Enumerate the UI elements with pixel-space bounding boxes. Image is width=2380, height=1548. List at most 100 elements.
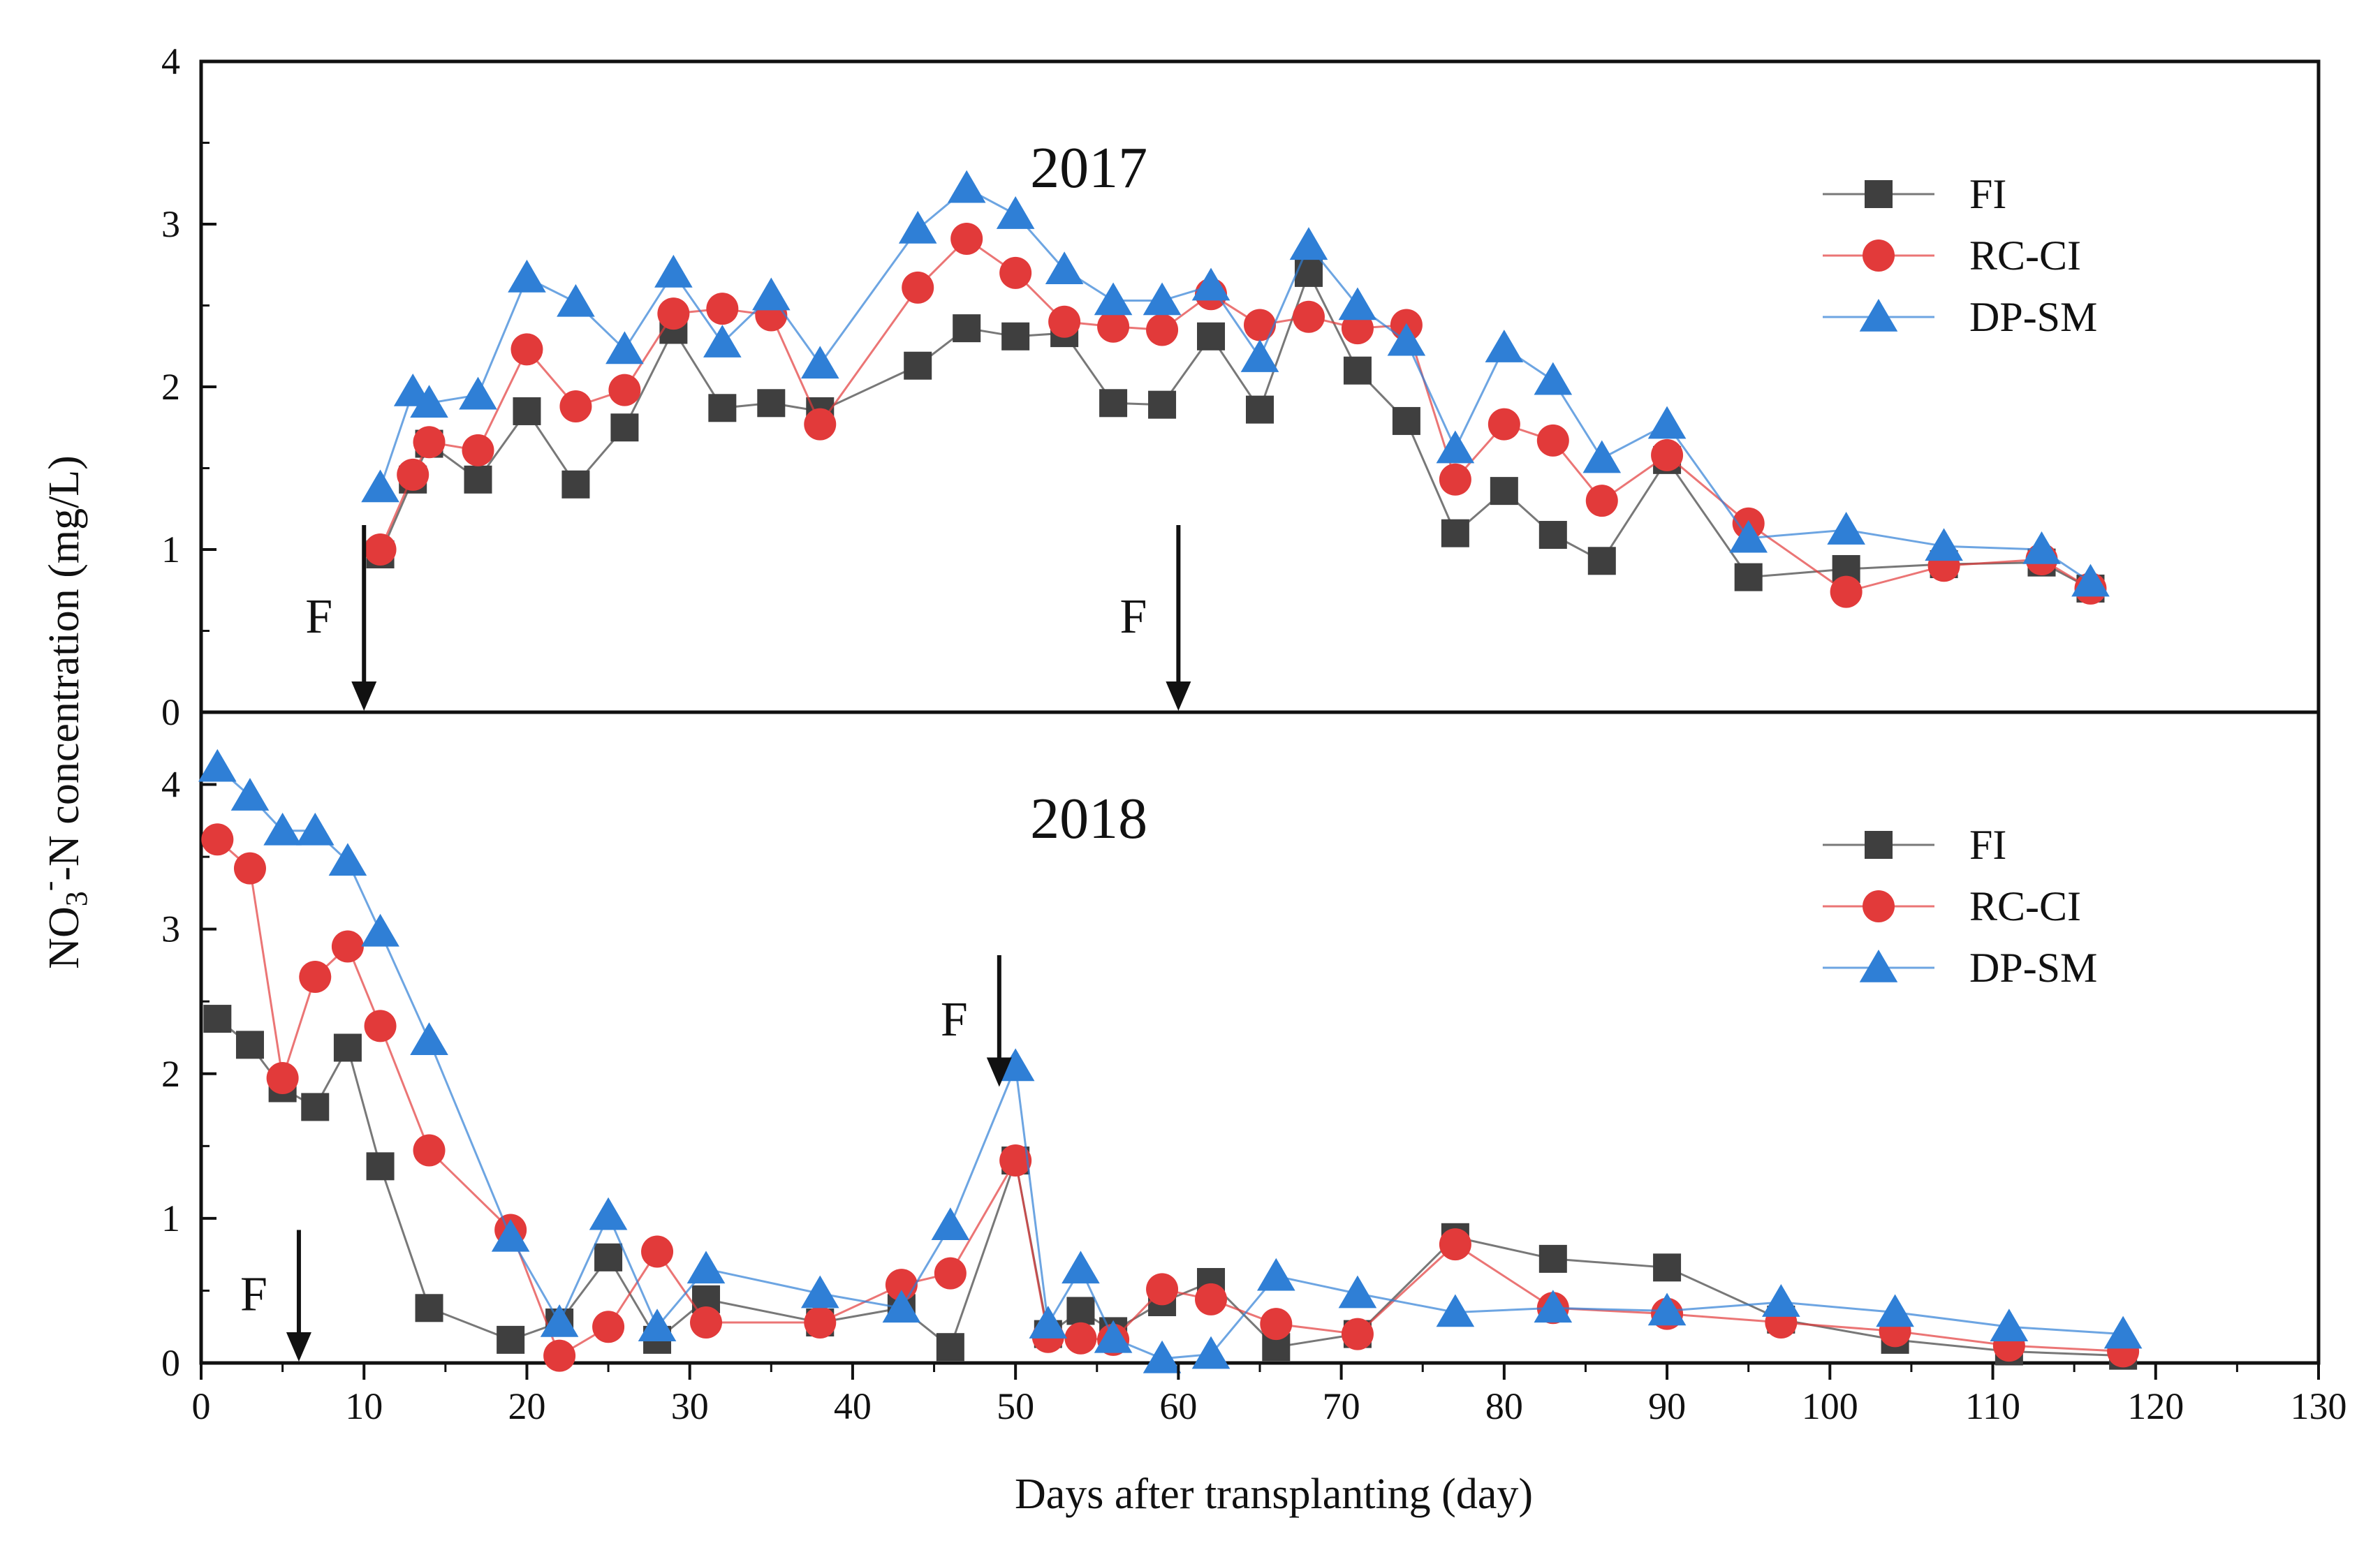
data-point-FI	[301, 1093, 330, 1121]
legend-marker-RC-CI	[1863, 239, 1895, 272]
data-point-DP-SM	[1582, 440, 1622, 473]
panel-title: 2018	[1030, 786, 1147, 851]
data-point-DP-SM	[1436, 1294, 1475, 1327]
data-point-RC-CI	[1048, 305, 1081, 338]
data-point-DP-SM	[1534, 362, 1573, 395]
data-point-DP-SM	[491, 1218, 530, 1252]
y-tick-label: 1	[161, 529, 180, 570]
x-tick-label: 100	[1802, 1385, 1858, 1427]
x-tick-label: 20	[508, 1385, 545, 1427]
data-point-RC-CI	[559, 390, 592, 422]
data-point-RC-CI	[1488, 408, 1520, 441]
legend-label-DP-SM: DP-SM	[1969, 945, 2097, 991]
data-point-DP-SM	[800, 346, 839, 379]
data-point-RC-CI	[299, 961, 332, 994]
data-point-RC-CI	[233, 852, 266, 885]
fertilization-annotation: F	[1119, 525, 1191, 711]
y-tick-label: 2	[161, 1053, 180, 1095]
data-point-DP-SM	[508, 259, 546, 293]
data-point-DP-SM	[1534, 1290, 1573, 1323]
y-tick-label: 4	[161, 764, 180, 806]
data-point-FI	[1490, 477, 1518, 506]
data-point-DP-SM	[263, 812, 302, 846]
legend-label-FI: FI	[1969, 171, 2006, 217]
data-point-DP-SM	[996, 1048, 1035, 1082]
x-tick-label: 30	[671, 1385, 709, 1427]
data-point-RC-CI	[413, 1134, 446, 1167]
y-tick-label: 3	[161, 203, 180, 245]
data-point-RC-CI	[364, 1010, 397, 1042]
annotation-arrow-head	[1166, 681, 1191, 711]
data-point-RC-CI	[201, 823, 234, 856]
series-line-DP-SM	[216, 766, 2124, 1360]
x-axis: 0 10 20 30 40 50 60 70 80 90 100 110 120 130	[192, 1363, 2347, 1427]
data-point-RC-CI	[1439, 1228, 1471, 1261]
data-point-FI	[610, 413, 639, 442]
data-point-RC-CI	[934, 1257, 967, 1290]
x-tick-label: 10	[345, 1385, 383, 1427]
data-point-RC-CI	[364, 533, 397, 566]
legend-label-FI: FI	[1969, 822, 2006, 868]
data-point-DP-SM	[1647, 406, 1687, 439]
data-point-DP-SM	[1338, 287, 1377, 320]
data-point-DP-SM	[361, 913, 399, 947]
panel-title: 2017	[1030, 135, 1147, 200]
x-tick-label: 60	[1159, 1385, 1197, 1427]
data-point-DP-SM	[752, 277, 791, 311]
data-point-DP-SM	[931, 1207, 970, 1241]
x-tick-label: 90	[1648, 1385, 1686, 1427]
legend-marker-DP-SM	[1859, 299, 1898, 332]
legend-2018: FI RC-CI DP-SM	[1823, 822, 2097, 991]
legend-label-RC-CI: RC-CI	[1969, 233, 2081, 279]
data-point-FI	[497, 1325, 525, 1354]
data-point-DP-SM	[1143, 1340, 1182, 1373]
y-tick-label: 2	[161, 366, 180, 408]
data-point-FI	[1653, 1253, 1682, 1282]
data-point-RC-CI	[1341, 312, 1374, 345]
data-point-FI	[1294, 258, 1323, 287]
data-point-DP-SM	[328, 843, 367, 876]
data-point-DP-SM	[1191, 267, 1231, 301]
data-point-RC-CI	[510, 333, 543, 366]
panel-2018: 0 1 2 3 4 2018 F F FI RC-CI DP-SM	[161, 710, 2321, 1384]
y-tick-label: 1	[161, 1197, 180, 1239]
data-point-FI	[1538, 1244, 1567, 1273]
data-point-DP-SM	[1143, 282, 1182, 316]
legend-marker-DP-SM	[1859, 950, 1898, 982]
y-axis-title-prefix: NO	[41, 906, 88, 969]
data-point-DP-SM	[2103, 1315, 2143, 1349]
data-point-RC-CI	[413, 426, 446, 459]
data-point-DP-SM	[947, 170, 986, 203]
data-point-DP-SM	[589, 1197, 628, 1230]
data-point-RC-CI	[999, 1144, 1032, 1177]
data-point-DP-SM	[654, 254, 693, 288]
x-tick-label: 130	[2291, 1385, 2347, 1427]
legend-label-RC-CI: RC-CI	[1969, 883, 2081, 929]
data-point-RC-CI	[1244, 309, 1276, 341]
data-point-FI	[235, 1031, 264, 1059]
x-tick-label: 120	[2127, 1385, 2184, 1427]
data-point-RC-CI	[608, 374, 641, 406]
data-point-DP-SM	[1485, 330, 1524, 362]
data-point-RC-CI	[397, 458, 429, 491]
fertilization-annotation: F	[941, 954, 1012, 1087]
data-point-DP-SM	[459, 376, 497, 410]
x-tick-label: 0	[192, 1385, 211, 1427]
series-RC-CI-2017	[364, 222, 2107, 608]
fertilization-annotation: F	[305, 525, 377, 711]
data-point-FI	[561, 470, 590, 499]
data-point-DP-SM	[1990, 1309, 2029, 1342]
data-point-FI	[1066, 1297, 1095, 1325]
data-point-FI	[757, 389, 786, 418]
data-point-RC-CI	[999, 256, 1032, 289]
data-point-FI	[1392, 406, 1420, 435]
data-point-RC-CI	[804, 1306, 837, 1339]
data-point-FI	[1441, 519, 1469, 547]
data-point-RC-CI	[1536, 424, 1569, 457]
data-point-RC-CI	[902, 271, 934, 304]
data-point-DP-SM	[1925, 528, 1963, 561]
data-point-DP-SM	[1827, 512, 1865, 545]
data-point-DP-SM	[1029, 1306, 1068, 1339]
y-axis-title: NO3--N concentration (mg/L)	[31, 455, 94, 969]
